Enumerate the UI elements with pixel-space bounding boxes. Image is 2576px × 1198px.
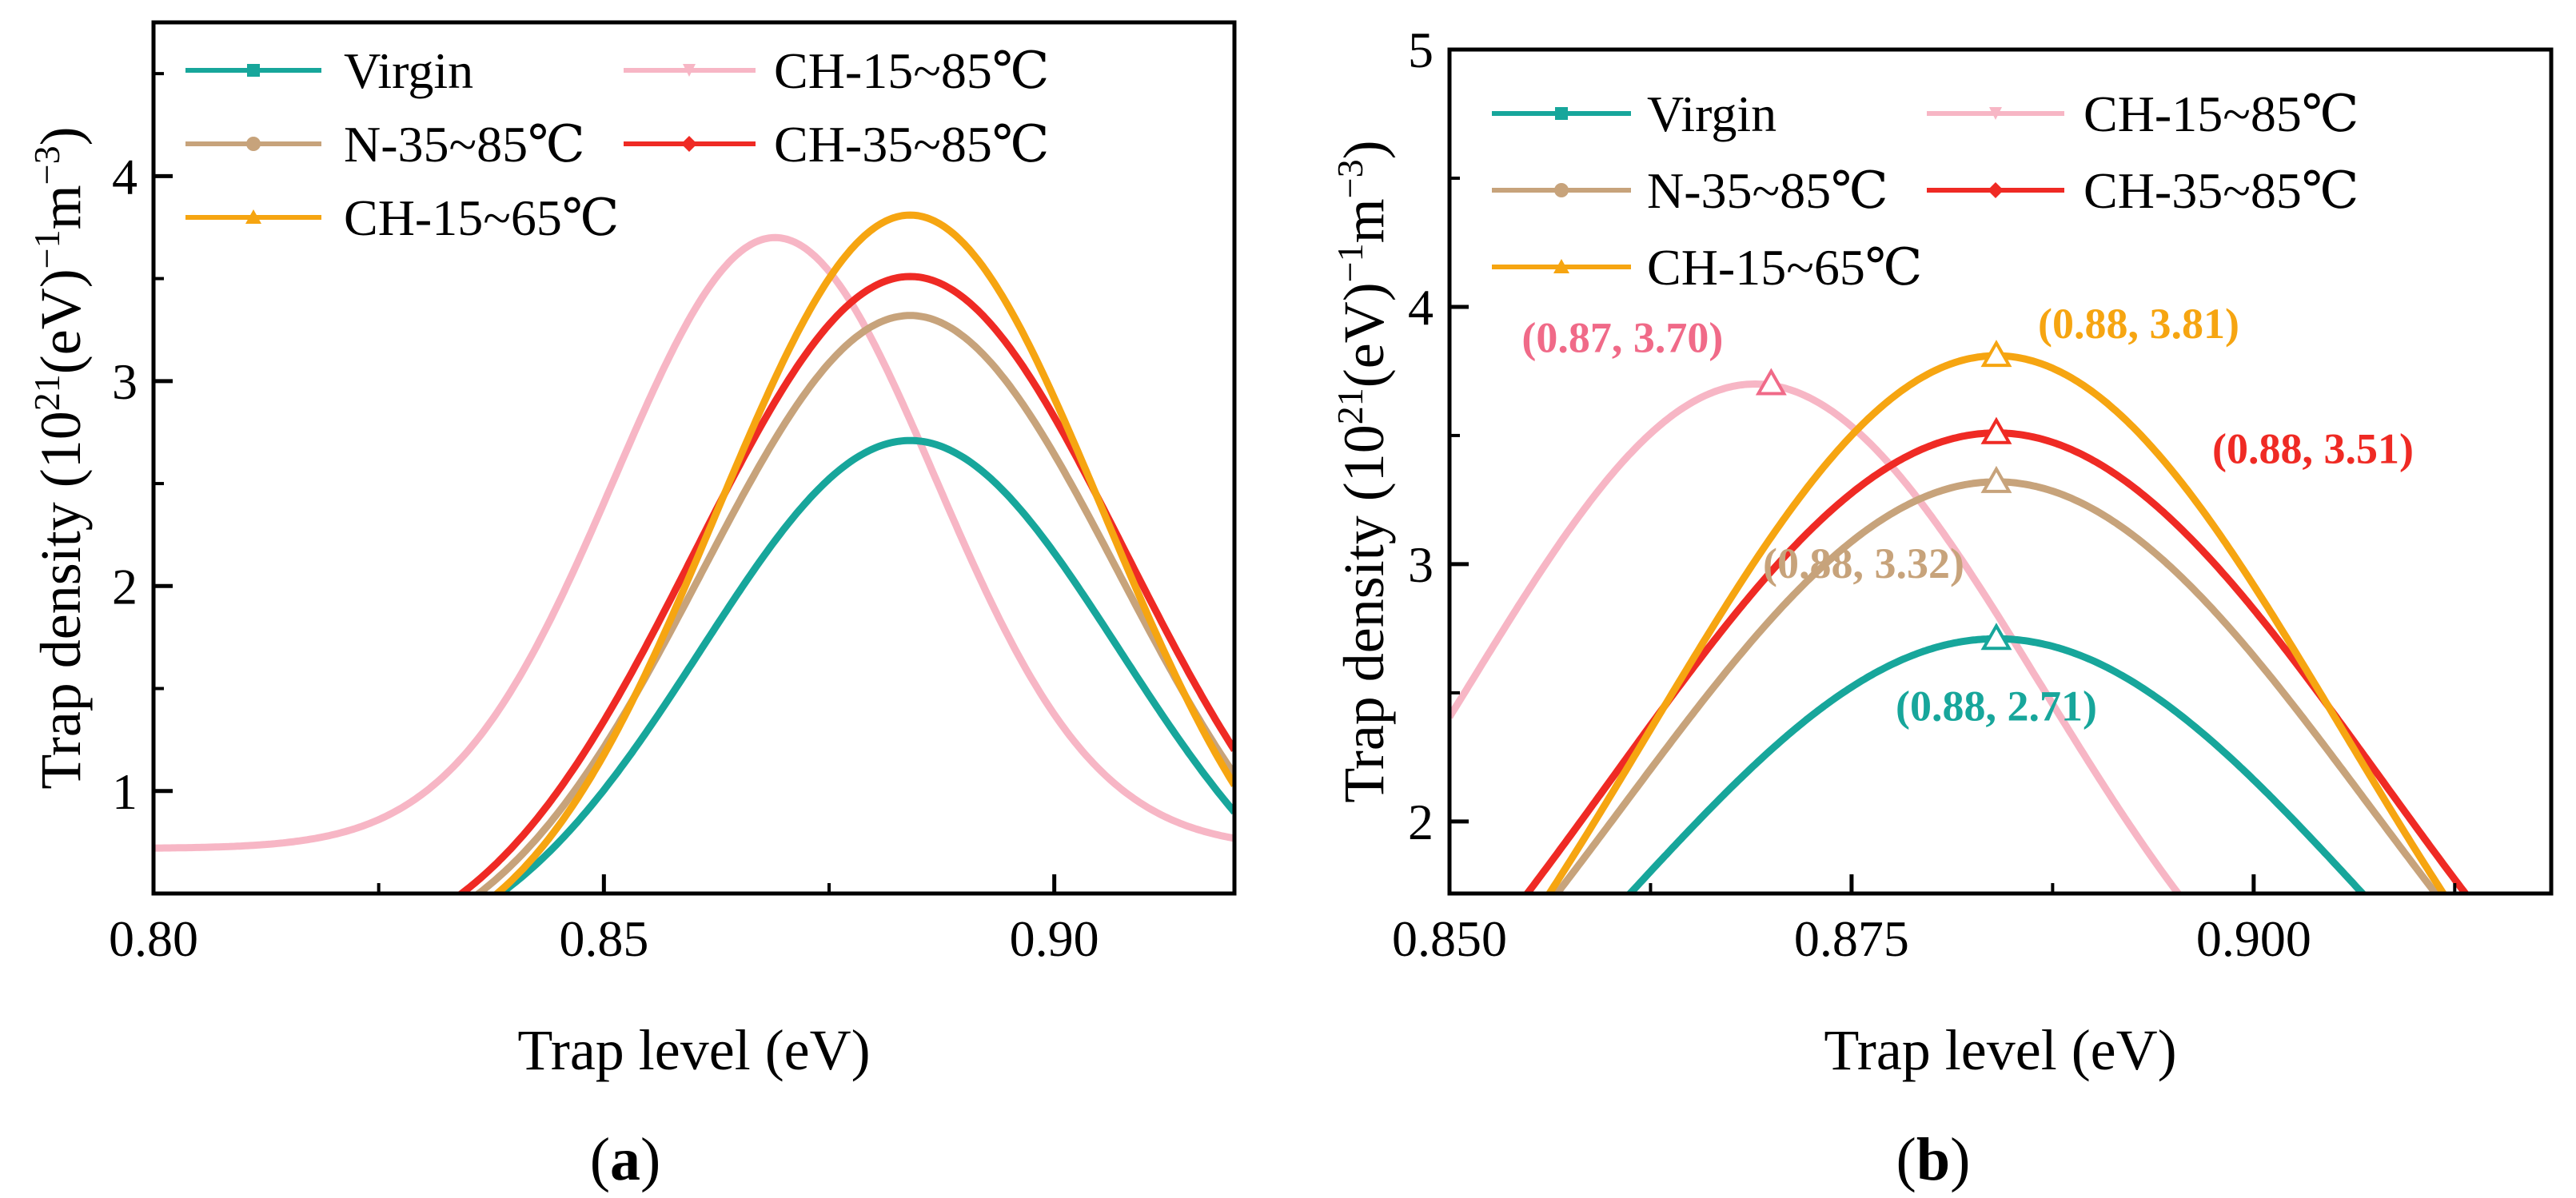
panel-a-y-tick-label: 1 — [112, 763, 138, 820]
panel-b-peak-label: (0.88, 3.32) — [1763, 539, 1964, 587]
panel-a-legend: Virgin CH-15~85℃ N-35~85℃ CH-35~85℃ CH-1 — [185, 42, 1049, 246]
panel-a-y-tick-label: 2 — [112, 558, 138, 615]
panel-b-legend-entry-n35-85: N-35~85℃ — [1492, 162, 1888, 219]
panel-b-y-tick-label: 5 — [1408, 22, 1434, 78]
panel-a-legend-entry-virgin: Virgin — [185, 42, 473, 99]
panel-a-legend-entry-n35-85: N-35~85℃ — [185, 116, 585, 173]
panel-b-y-axis-title: Trap density (1021(eV)−1m−3) — [1330, 140, 1396, 802]
panel-b-peak-marker — [1980, 416, 2012, 444]
panel-b-chart: 0.850 0.875 0.900 2 3 4 5 (0.87, 3.70) (0.88, 3… — [1330, 22, 2554, 1193]
panel-a-legend-label: CH-35~85℃ — [774, 116, 1049, 173]
panel-a-legend-entry-ch15-65: CH-15~65℃ — [185, 189, 619, 246]
panel-b-peak-label: (0.87, 3.70) — [1521, 314, 1723, 362]
panel-a-series-line-1 — [154, 233, 1234, 852]
panel-a-x-axis-title: Trap level (eV) — [517, 1018, 870, 1082]
panel-b-y-tick-label: 2 — [1408, 794, 1434, 850]
panel-b-legend-label: CH-35~85℃ — [2084, 162, 2359, 219]
panel-b-peak-annotations: (0.87, 3.70) (0.88, 3.81) (0.88, 3.51) (0.8… — [1521, 300, 2414, 730]
panel-a-y-tick-label: 3 — [112, 353, 138, 410]
panel-a-legend-label: Virgin — [344, 42, 473, 99]
panel-a-legend-label: N-35~85℃ — [344, 116, 585, 173]
panel-b-legend-label: Virgin — [1647, 86, 1776, 142]
panel-b-legend-entry-ch15-65: CH-15~65℃ — [1492, 239, 1922, 296]
panel-b-series-line-2 — [1552, 478, 2441, 894]
panel-b-y-tick-label: 3 — [1408, 536, 1434, 593]
panel-b-peak-marker — [1980, 465, 2012, 493]
panel-a-y-axis-title: Trap density (1021(eV)−1m−3) — [26, 126, 93, 789]
panel-b-legend-entry-virgin: Virgin — [1492, 86, 1776, 142]
panel-b-y-tick-label: 4 — [1408, 279, 1434, 336]
panel-a-legend-entry-ch35-85: CH-35~85℃ — [624, 116, 1049, 173]
panel-b-label: (b) — [1896, 1126, 1971, 1193]
panel-b-legend-label: N-35~85℃ — [1647, 162, 1888, 219]
panel-a-series-line-3 — [455, 273, 1234, 894]
panel-b-peak-label: (0.88, 3.51) — [2212, 425, 2414, 473]
panel-a-series-line-2 — [473, 312, 1234, 894]
panel-a-chart: 0.80 0.85 0.90 1 2 3 4 Virgin CH-15~85℃ N-35~8… — [26, 20, 1237, 1193]
panel-b-legend-entry-ch35-85: CH-35~85℃ — [1927, 162, 2359, 219]
panel-b-frame — [1447, 47, 2554, 896]
panel-b-x-tick-label: 0.900 — [2196, 910, 2311, 967]
panel-a-curves — [154, 211, 1234, 894]
panel-b-x-axis-title: Trap level (eV) — [1824, 1018, 2176, 1082]
panel-a-legend-entry-ch15-85: CH-15~85℃ — [624, 42, 1049, 99]
panel-a-series-line-4 — [491, 211, 1234, 894]
panel-b-peak-marker — [1980, 623, 2012, 651]
panel-a-ticks: 0.80 0.85 0.90 1 2 3 4 — [109, 72, 1099, 967]
panel-a-x-tick-label: 0.85 — [559, 910, 648, 967]
panel-b-peak-label: (0.88, 2.71) — [1896, 682, 2097, 730]
panel-a-y-tick-label: 4 — [112, 148, 138, 205]
panel-b-legend-label: CH-15~85℃ — [2084, 86, 2359, 142]
panel-b-x-tick-label: 0.875 — [1794, 910, 1909, 967]
panel-b-x-tick-label: 0.850 — [1392, 910, 1507, 967]
panel-b-legend: Virgin CH-15~85℃ N-35~85℃ CH-35~85℃ CH-1 — [1492, 86, 2359, 296]
panel-b-peak-label: (0.88, 3.81) — [2038, 300, 2239, 348]
panel-b-legend-label: CH-15~65℃ — [1647, 239, 1922, 296]
panel-b-legend-entry-ch15-85: CH-15~85℃ — [1927, 86, 2359, 142]
panel-a-frame — [151, 20, 1237, 896]
panel-b-ticks: 0.850 0.875 0.900 2 3 4 5 — [1392, 22, 2457, 967]
panel-a-series-line-0 — [494, 436, 1234, 894]
panel-a-legend-label: CH-15~65℃ — [344, 189, 619, 246]
panel-a-x-tick-label: 0.80 — [109, 910, 198, 967]
panel-b-peak-marker — [1980, 340, 2012, 368]
panel-b-peak-marker — [1755, 368, 1787, 396]
panel-a-label: (a) — [590, 1126, 661, 1193]
panel-a-x-tick-label: 0.90 — [1010, 910, 1099, 967]
panel-a-legend-label: CH-15~85℃ — [774, 42, 1049, 99]
panel-b-series-line-1 — [1449, 380, 2183, 894]
